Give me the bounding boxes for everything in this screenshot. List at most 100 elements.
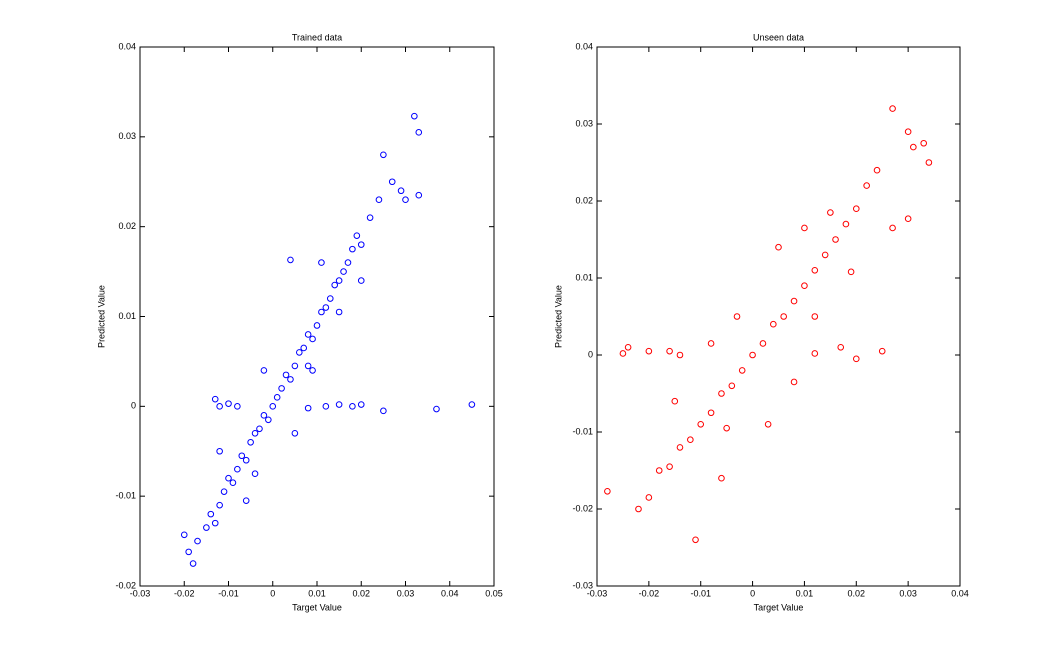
point [811,313,819,320]
point [827,209,834,216]
point [194,537,201,545]
point [811,267,819,274]
y-tick-label: 0.04 [118,41,136,51]
point [759,340,767,347]
point [234,465,241,473]
plot-frame [139,46,495,587]
x-tick-label: 0.04 [951,588,969,598]
point [357,277,365,284]
point [251,429,259,437]
point [676,444,684,451]
point [733,313,741,320]
point [260,367,268,374]
y-tick-label: 0 [131,401,136,411]
point [220,488,228,495]
point [251,470,259,478]
point [604,487,611,495]
point [322,304,330,311]
point [242,456,250,464]
x-tick-label: -0.01 [690,588,711,598]
point [304,362,312,370]
y-axis-label: Predicted Value [96,285,106,348]
y-tick-label: 0.02 [575,195,593,205]
point [349,403,356,410]
x-tick-label: 0.03 [899,588,917,598]
y-tick-label: -0.01 [115,491,136,501]
point [229,479,237,486]
point [273,394,281,401]
point [225,474,232,482]
point [189,560,197,567]
y-tick-label: -0.02 [572,503,593,513]
point [676,351,684,359]
point [242,497,250,504]
point [468,401,476,408]
x-tick-label: -0.02 [174,588,195,598]
x-tick-label: 0.01 [796,588,814,598]
x-tick-label: 0.01 [308,588,326,598]
point [687,436,694,444]
x-axis-label: Target Value [754,602,804,612]
point [287,376,294,383]
point [889,224,896,232]
point [380,151,387,159]
point [331,281,339,289]
point [842,220,850,228]
point [718,390,725,397]
point [211,395,219,403]
point [878,347,886,355]
y-tick-label: 0.01 [575,272,593,282]
point [645,347,653,355]
point [821,251,829,259]
chart-title: Trained data [292,32,342,42]
point [366,214,374,221]
point [889,105,896,112]
point [801,282,808,290]
y-tick-label: 0.04 [575,41,593,51]
y-tick-label: 0.02 [118,221,136,231]
point [707,409,715,417]
y-axis-label: Predicted Value [553,285,563,348]
point [349,245,356,253]
point [925,159,933,166]
point [357,241,365,248]
x-tick-label: 0.02 [352,588,370,598]
point [180,531,188,539]
point [873,166,881,174]
point [344,259,352,266]
x-tick-label: 0.04 [441,588,459,598]
point [904,215,912,223]
x-tick-label: -0.03 [130,588,151,598]
point [666,463,673,470]
point [415,129,423,136]
point [764,421,772,428]
point [340,268,347,275]
point [619,350,627,357]
point [635,505,642,513]
point [397,187,405,195]
point [775,243,782,251]
point [697,421,705,428]
point [624,344,632,351]
y-tick-label: -0.03 [572,580,593,590]
point [238,452,246,460]
point [291,429,299,437]
point [380,407,387,415]
point [335,308,343,316]
x-tick-label: -0.01 [218,588,239,598]
point [904,128,912,135]
point [318,308,325,316]
point [269,403,277,410]
point [309,367,316,374]
point [216,447,223,455]
point [837,344,845,351]
x-tick-label: -0.03 [587,588,608,598]
point [920,139,928,147]
point [411,112,418,120]
point [353,232,361,239]
point [234,403,241,410]
x-axis-label: Target Value [292,602,342,612]
chart-title: Unseen data [753,32,804,42]
